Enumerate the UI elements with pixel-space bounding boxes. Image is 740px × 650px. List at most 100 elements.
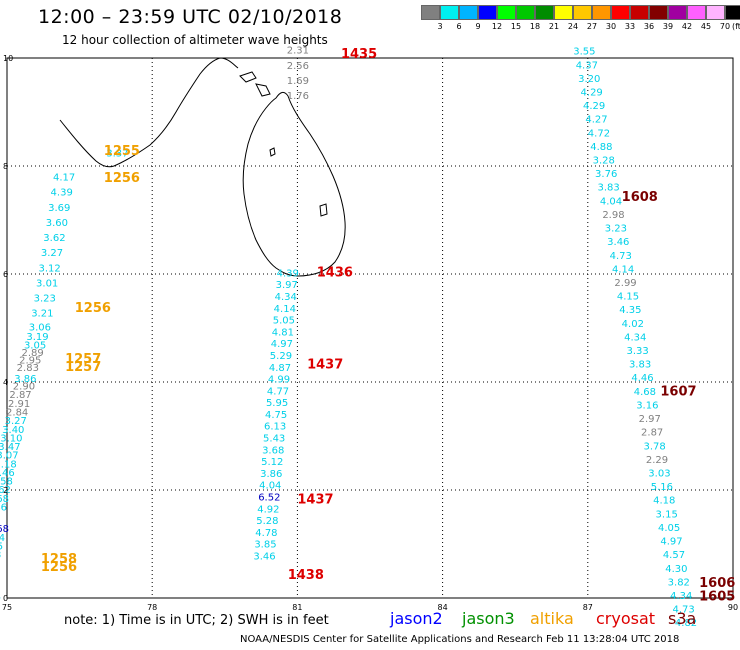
legend-label: 9 <box>475 22 481 31</box>
wave-height-value: 2.99 <box>614 278 636 289</box>
legend-swatch <box>421 5 440 20</box>
wave-height-value: 4.39 <box>277 268 299 279</box>
wave-height-value: 3.62 <box>0 485 11 496</box>
legend-swatch <box>630 5 649 20</box>
wave-height-value: 2.87 <box>9 390 31 401</box>
legend-label: 15 <box>510 22 522 31</box>
mannar-island <box>239 71 257 83</box>
wave-height-value: 4.17 <box>53 173 75 184</box>
wave-height-value: 4.29 <box>581 87 603 98</box>
wave-height-value: 3.85 <box>254 540 276 551</box>
wave-height-value: 2.29 <box>646 455 668 466</box>
legend-swatch <box>573 5 592 20</box>
pass-time-label: 1606 <box>699 576 735 591</box>
pass-time-label: 1258 <box>41 552 77 567</box>
small-islet <box>319 203 328 217</box>
wave-height-value: 4.57 <box>663 550 685 561</box>
wave-height-value: 4.97 <box>660 537 682 548</box>
wave-height-value: 3.21 <box>31 309 53 320</box>
wave-height-value: 3.46 <box>0 468 15 479</box>
legend-label: 33 <box>624 22 636 31</box>
wave-height-value: 4.75 <box>265 410 287 421</box>
wave-height-value: 3.86 <box>14 374 36 385</box>
y-tick-label: 2 <box>3 486 8 495</box>
y-tick-label: 6 <box>3 270 8 279</box>
wave-height-value: 4.34 <box>275 292 297 303</box>
wave-height-value: 3.05 <box>24 341 46 352</box>
legend-label: 27 <box>586 22 598 31</box>
wave-height-value: 4.18 <box>653 496 675 507</box>
legend-swatch <box>687 5 706 20</box>
pass-time-label: 1608 <box>622 190 658 205</box>
wave-height-value: 2.87 <box>641 428 663 439</box>
sat-label-s3a: s3a <box>668 609 697 628</box>
wave-height-value: 4.87 <box>0 596 1 607</box>
wave-height-value: 2.31 <box>287 46 309 57</box>
page-subtitle: 12 hour collection of altimeter wave hei… <box>62 33 328 47</box>
wave-height-value: 4.37 <box>576 60 598 71</box>
sat-label-cryosat: cryosat <box>596 609 656 628</box>
pass-time-label: 1436 <box>317 266 353 281</box>
wave-height-value: 3.69 <box>48 203 70 214</box>
legend-swatch <box>611 5 630 20</box>
wave-height-value: 2.84 <box>6 407 28 418</box>
y-tick-label: 8 <box>3 162 8 171</box>
legend-label: 6 <box>456 22 462 31</box>
wave-height-value: 4.04 <box>600 196 622 207</box>
wave-height-value: 4.39 <box>51 188 73 199</box>
wave-height-value: 3.15 <box>656 509 678 520</box>
wave-height-value: 2.97 <box>639 414 661 425</box>
india-coastline <box>59 57 239 168</box>
page-title: 12:00 – 23:59 UTC 02/10/2018 <box>38 6 343 28</box>
wave-height-value: 4.73 <box>610 251 632 262</box>
wave-height-value: 3.55 <box>573 47 595 58</box>
pass-time-label: 1437 <box>297 493 333 508</box>
pass-time-label: 1435 <box>341 47 377 62</box>
wave-height-value: 4.73 <box>673 605 695 616</box>
wave-height-value: 3.40 <box>2 425 24 436</box>
wave-height-value: 2.95 <box>19 356 41 367</box>
wave-height-value: 4.30 <box>665 564 687 575</box>
wave-height-value: 3.83 <box>597 183 619 194</box>
sat-label-jason2: jason2 <box>390 609 443 628</box>
legend-label: 45 <box>700 22 712 31</box>
wave-height-value: 3.58 <box>0 477 13 488</box>
legend-swatch <box>516 5 535 20</box>
wave-height-value: 3.48 <box>0 550 1 561</box>
wave-height-value: 3.23 <box>34 294 56 305</box>
pass-time-labels: 1255125612561257125712581256143514361437… <box>41 47 735 605</box>
wave-height-value: 3.46 <box>0 503 7 514</box>
wave-height-value: 4.46 <box>631 373 653 384</box>
y-tick-label: 4 <box>3 378 8 387</box>
wave-height-value: 3.07 <box>0 451 19 462</box>
wave-height-value: 1.69 <box>287 76 309 87</box>
wave-height-value: 5.16 <box>651 482 673 493</box>
wave-height-value: 4.15 <box>617 292 639 303</box>
wave-height-value: 4.27 <box>585 115 607 126</box>
legend-label: 3 <box>437 22 443 31</box>
pass-time-label: 1438 <box>288 568 324 583</box>
wave-height-value: 3.01 <box>36 278 58 289</box>
wave-height-value: 3.68 <box>0 494 9 505</box>
observation-labels: 3.37 4.17 4.39 3.69 3.60 3.62 3.27 3.12 3.01 3.23… <box>0 46 697 630</box>
x-tick-label: 75 <box>2 603 12 612</box>
coastline <box>59 57 346 277</box>
wave-height-value: 4.72 <box>588 128 610 139</box>
legend-label: 42 <box>681 22 693 31</box>
legend-swatch <box>535 5 554 20</box>
x-tick-label: 87 <box>583 603 593 612</box>
grid-lines <box>6 57 734 599</box>
wave-height-value: 4.78 <box>255 528 277 539</box>
small-islet <box>269 147 276 157</box>
wave-height-value: 3.12 <box>38 263 60 274</box>
legend-label: 70 <box>719 22 731 31</box>
wave-height-value: 2.89 <box>22 348 44 359</box>
pass-time-label: 1256 <box>41 560 77 575</box>
wave-height-value: 3.06 <box>29 323 51 334</box>
legend-label: 36 <box>643 22 655 31</box>
pass-time-label: 1605 <box>699 590 735 605</box>
pass-time-label: 1255 <box>104 144 140 159</box>
legend-swatch <box>649 5 668 20</box>
legend-swatch <box>592 5 611 20</box>
